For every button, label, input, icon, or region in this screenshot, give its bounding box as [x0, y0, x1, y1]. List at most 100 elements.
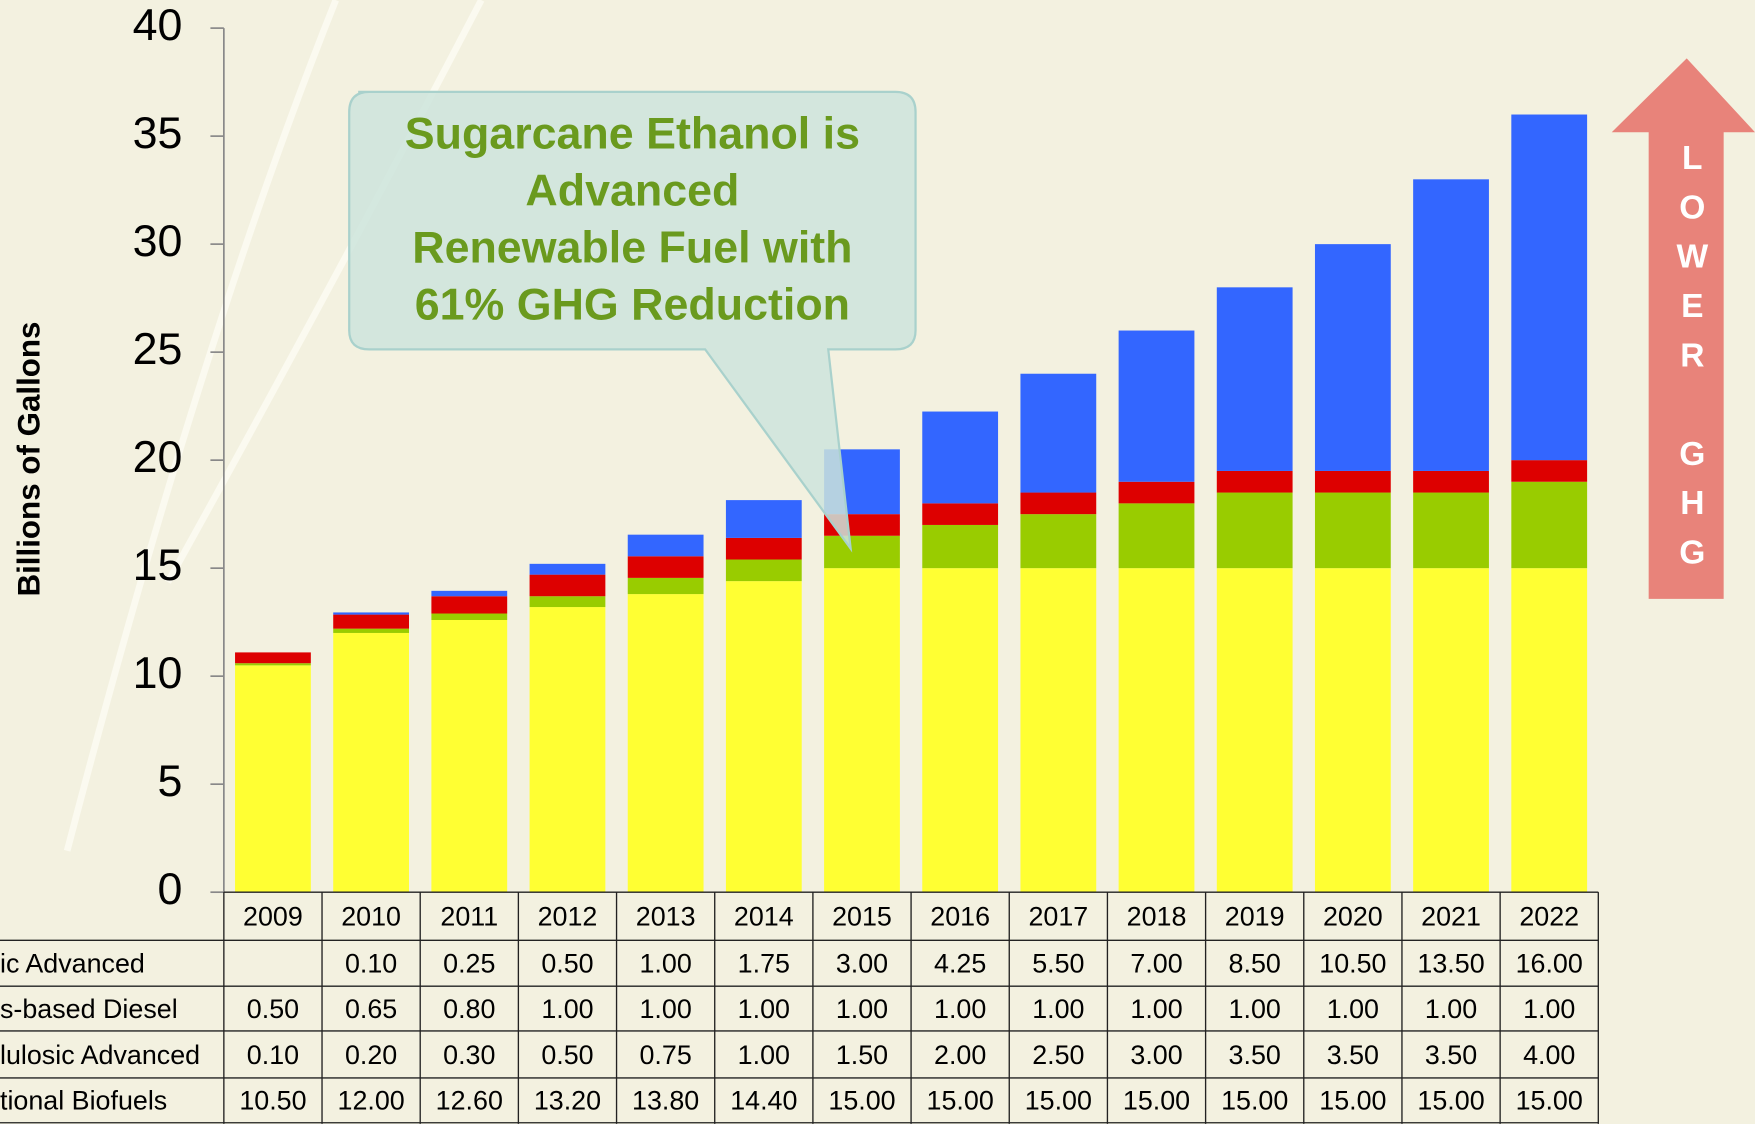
table-value: 15.00: [828, 1086, 895, 1116]
bar-segment: [1314, 492, 1391, 569]
x-tick-label: 2021: [1421, 902, 1481, 932]
bar-segment: [922, 503, 999, 525]
bar-segment: [1511, 568, 1588, 893]
callout-text: 61% GHG Reduction: [415, 280, 850, 330]
bar-segment: [1118, 568, 1195, 893]
bar-segment: [1314, 568, 1391, 893]
bar-segment: [922, 524, 999, 569]
x-tick-label: 2014: [734, 902, 794, 932]
x-tick-label: 2010: [341, 902, 401, 932]
table-value: 12.00: [338, 1086, 405, 1116]
table-value: 10.50: [239, 1086, 306, 1116]
table-value: 12.60: [436, 1086, 503, 1116]
table-value: 1.00: [1425, 994, 1477, 1024]
table-value: 1.00: [738, 994, 790, 1024]
table-value: 0.25: [443, 949, 495, 979]
bar-segment: [1216, 568, 1293, 893]
table-value: 15.00: [1516, 1086, 1583, 1116]
x-tick-label: 2016: [930, 902, 990, 932]
table-value: 1.00: [1130, 994, 1182, 1024]
bar-segment: [529, 574, 606, 597]
table-value: 1.00: [1032, 994, 1084, 1024]
table-value: 0.30: [443, 1040, 495, 1070]
table-value: 1.00: [738, 1040, 790, 1070]
y-tick-label: 20: [133, 432, 183, 482]
callout-bubble: [348, 90, 917, 553]
callout-text: Renewable Fuel with: [412, 223, 852, 273]
arrow: [1611, 58, 1755, 599]
table-value: 3.50: [1327, 1040, 1379, 1070]
bar-segment: [1020, 373, 1097, 493]
bar-segment: [235, 652, 311, 664]
table-value: 7.00: [1130, 949, 1182, 979]
bar-segment: [725, 500, 802, 538]
bar-segment: [824, 568, 900, 893]
table-value: 15.00: [1417, 1086, 1484, 1116]
table-value: 1.00: [1523, 994, 1575, 1024]
table-value: 10.50: [1319, 949, 1386, 979]
y-tick-label: 30: [133, 216, 183, 266]
bar-segment: [1020, 568, 1097, 893]
table-value: 14.40: [730, 1086, 797, 1116]
bar-segment: [235, 665, 311, 893]
bar-segment: [1020, 514, 1097, 569]
bar-segment: [627, 577, 704, 595]
table-value: 16.00: [1516, 949, 1583, 979]
table-value: 13.50: [1417, 949, 1484, 979]
table-value: 3.00: [836, 949, 888, 979]
table-value: 15.00: [1123, 1086, 1190, 1116]
table-value: 2.00: [934, 1040, 986, 1070]
bar-segment: [529, 607, 606, 893]
table-value: 3.50: [1425, 1040, 1477, 1070]
legend-entry: tional Biofuels: [0, 1086, 167, 1116]
table-value: 0.50: [541, 949, 593, 979]
x-tick-label: 2018: [1127, 902, 1187, 932]
table-value: 1.00: [1327, 994, 1379, 1024]
bar-segment: [431, 596, 508, 614]
table-value: 0.20: [345, 1040, 397, 1070]
table-value: 0.50: [247, 994, 299, 1024]
x-tick-label: 2020: [1323, 902, 1383, 932]
bar-segment: [1216, 287, 1293, 471]
bar-segment: [1118, 503, 1195, 569]
legend-entry: s-based Diesel: [0, 994, 178, 1024]
table-value: 3.50: [1229, 1040, 1281, 1070]
bar-segment: [725, 537, 802, 560]
table-value: 2.50: [1032, 1040, 1084, 1070]
x-tick-label: 2013: [636, 902, 696, 932]
bar-segment: [1314, 244, 1391, 471]
bar-segment: [529, 563, 606, 575]
bar-segment: [431, 620, 508, 893]
y-tick-label: 35: [133, 108, 183, 158]
x-tick-label: 2015: [832, 902, 892, 932]
table-value: 1.00: [1229, 994, 1281, 1024]
table-value: 3.00: [1130, 1040, 1182, 1070]
x-tick-label: 2012: [538, 902, 598, 932]
table-value: 0.75: [639, 1040, 691, 1070]
bar-segment: [627, 594, 704, 893]
x-tick-label: 2009: [243, 902, 303, 932]
bar-segment: [1216, 492, 1293, 569]
table-value: 1.00: [541, 994, 593, 1024]
bar-segment: [1314, 470, 1391, 493]
y-axis-label: Billions of Gallons: [12, 322, 47, 597]
y-tick-label: 5: [158, 756, 183, 806]
table-value: 0.10: [247, 1040, 299, 1070]
table-value: 15.00: [927, 1086, 994, 1116]
table-value: 15.00: [1319, 1086, 1386, 1116]
table-value: 0.10: [345, 949, 397, 979]
y-tick-label: 10: [133, 648, 183, 698]
bar-segment: [725, 559, 802, 582]
bar-segment: [1020, 492, 1097, 515]
table-value: 0.80: [443, 994, 495, 1024]
table-value: 1.00: [836, 994, 888, 1024]
table-value: 8.50: [1229, 949, 1281, 979]
table-value: 1.00: [639, 994, 691, 1024]
table-value: 0.50: [541, 1040, 593, 1070]
table-value: 1.00: [639, 949, 691, 979]
arrow-text: LOWER GHG: [1674, 140, 1711, 584]
decoration: [63, 0, 485, 852]
table-value: 15.00: [1025, 1086, 1092, 1116]
